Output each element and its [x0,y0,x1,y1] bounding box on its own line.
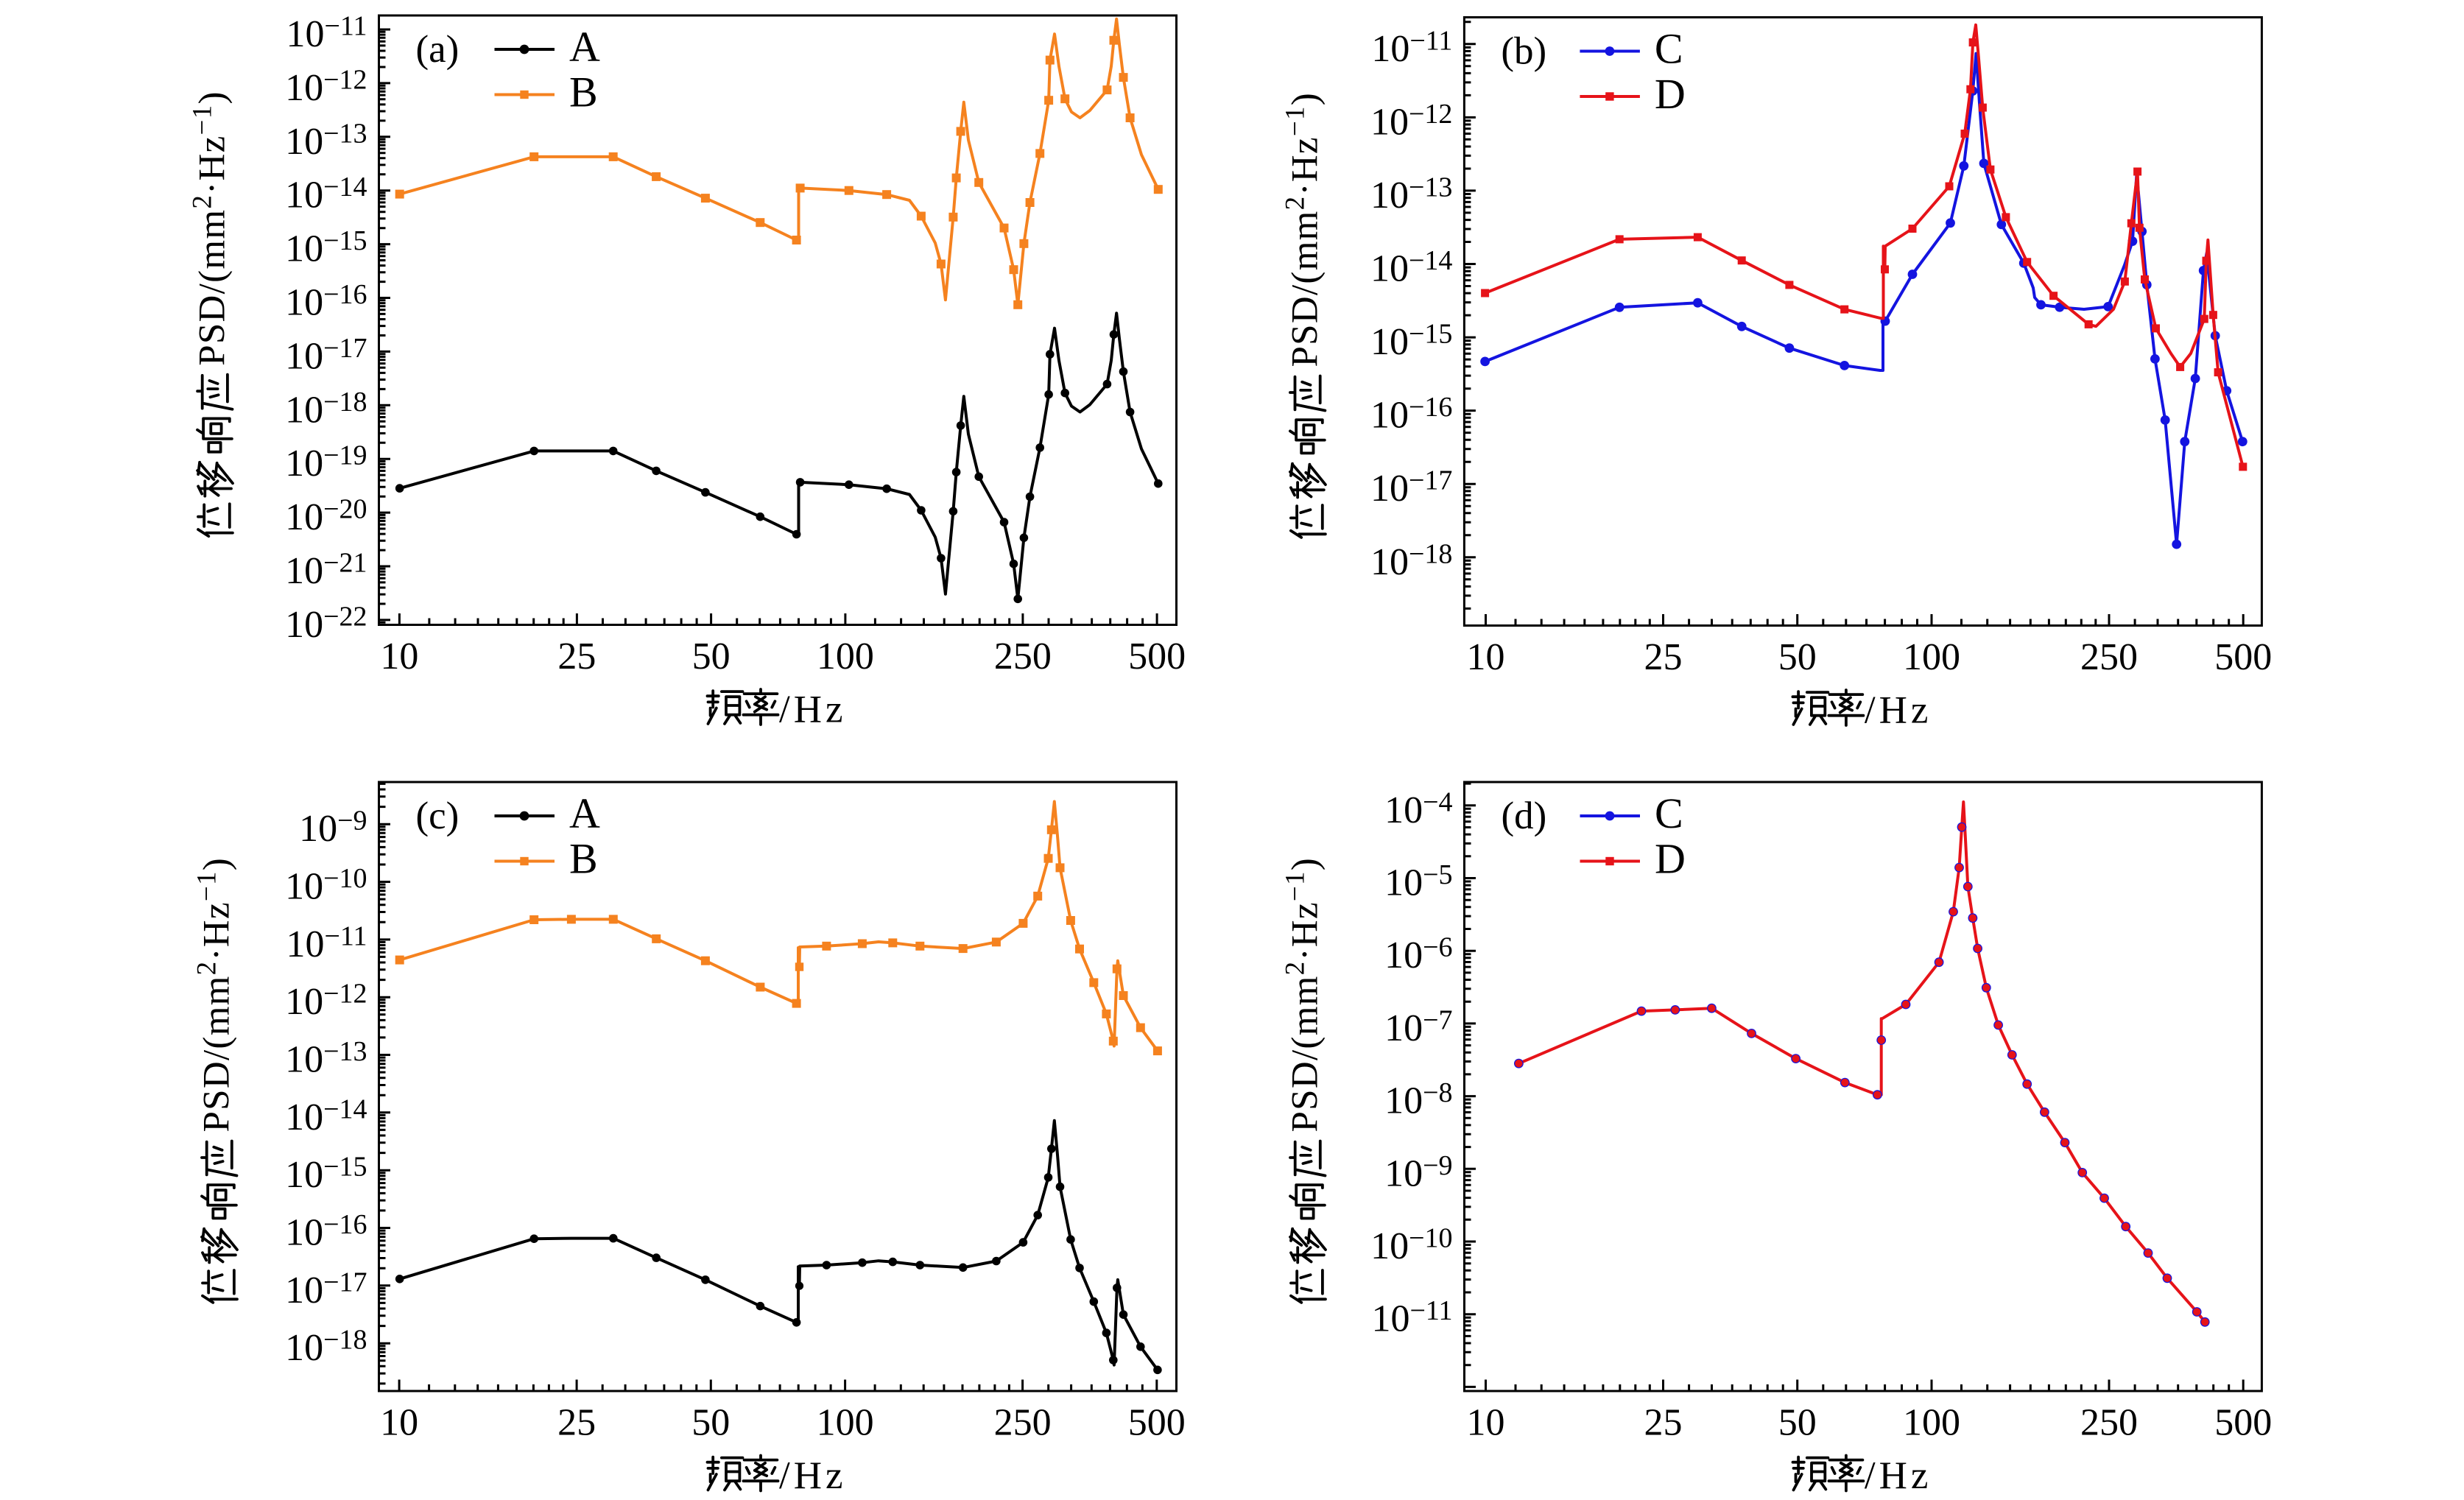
svg-text:10: 10 [1467,636,1505,678]
svg-text:50: 50 [691,1402,730,1444]
svg-text:250: 250 [2080,636,2138,678]
svg-text:500: 500 [2214,1402,2272,1444]
svg-text:/Hz: /Hz [1865,689,1932,732]
svg-text:10: 10 [380,1402,418,1444]
svg-text:/Hz: /Hz [779,1454,847,1497]
svg-text:(b): (b) [1501,30,1546,73]
svg-text:B: B [569,68,598,116]
svg-text:10−14: 10−14 [1370,245,1452,290]
svg-text:D: D [1655,835,1686,883]
svg-text:10: 10 [380,635,418,677]
svg-text:(d): (d) [1502,795,1547,837]
svg-text:50: 50 [692,635,731,677]
svg-text:(a): (a) [416,28,460,71]
svg-text:50: 50 [1778,1402,1817,1444]
svg-text:B: B [569,835,598,883]
svg-text:D: D [1655,70,1686,118]
svg-text:25: 25 [557,1402,596,1444]
svg-text:10−9: 10−9 [1384,1150,1452,1195]
svg-text:25: 25 [557,635,596,677]
svg-text:250: 250 [994,1402,1052,1444]
svg-text:100: 100 [1903,1402,1960,1444]
svg-text:500: 500 [2214,636,2272,678]
svg-text:PSD/(mm2·Hz−1): PSD/(mm2·Hz−1) [1280,92,1326,367]
svg-text:500: 500 [1128,1402,1186,1444]
svg-text:250: 250 [994,635,1052,677]
svg-text:PSD/(mm2·Hz−1): PSD/(mm2·Hz−1) [188,91,233,366]
svg-text:250: 250 [2080,1402,2138,1444]
svg-text:100: 100 [817,1402,874,1444]
svg-text:PSD/(mm2·Hz−1): PSD/(mm2·Hz−1) [192,857,238,1133]
svg-text:C: C [1655,789,1683,837]
svg-text:(c): (c) [416,795,460,837]
svg-text:10: 10 [1467,1402,1505,1444]
svg-text:25: 25 [1644,636,1683,678]
svg-text:A: A [569,23,600,71]
svg-text:PSD/(mm2·Hz−1): PSD/(mm2·Hz−1) [1281,857,1326,1133]
svg-text:/Hz: /Hz [779,689,847,731]
svg-text:25: 25 [1644,1402,1683,1444]
svg-text:500: 500 [1128,635,1186,677]
svg-text:100: 100 [1903,636,1960,678]
svg-text:A: A [569,789,600,837]
svg-text:C: C [1655,25,1683,73]
svg-text:100: 100 [817,635,874,677]
svg-text:10−13: 10−13 [1370,172,1452,216]
svg-text:/Hz: /Hz [1865,1454,1932,1497]
svg-text:50: 50 [1778,636,1817,678]
